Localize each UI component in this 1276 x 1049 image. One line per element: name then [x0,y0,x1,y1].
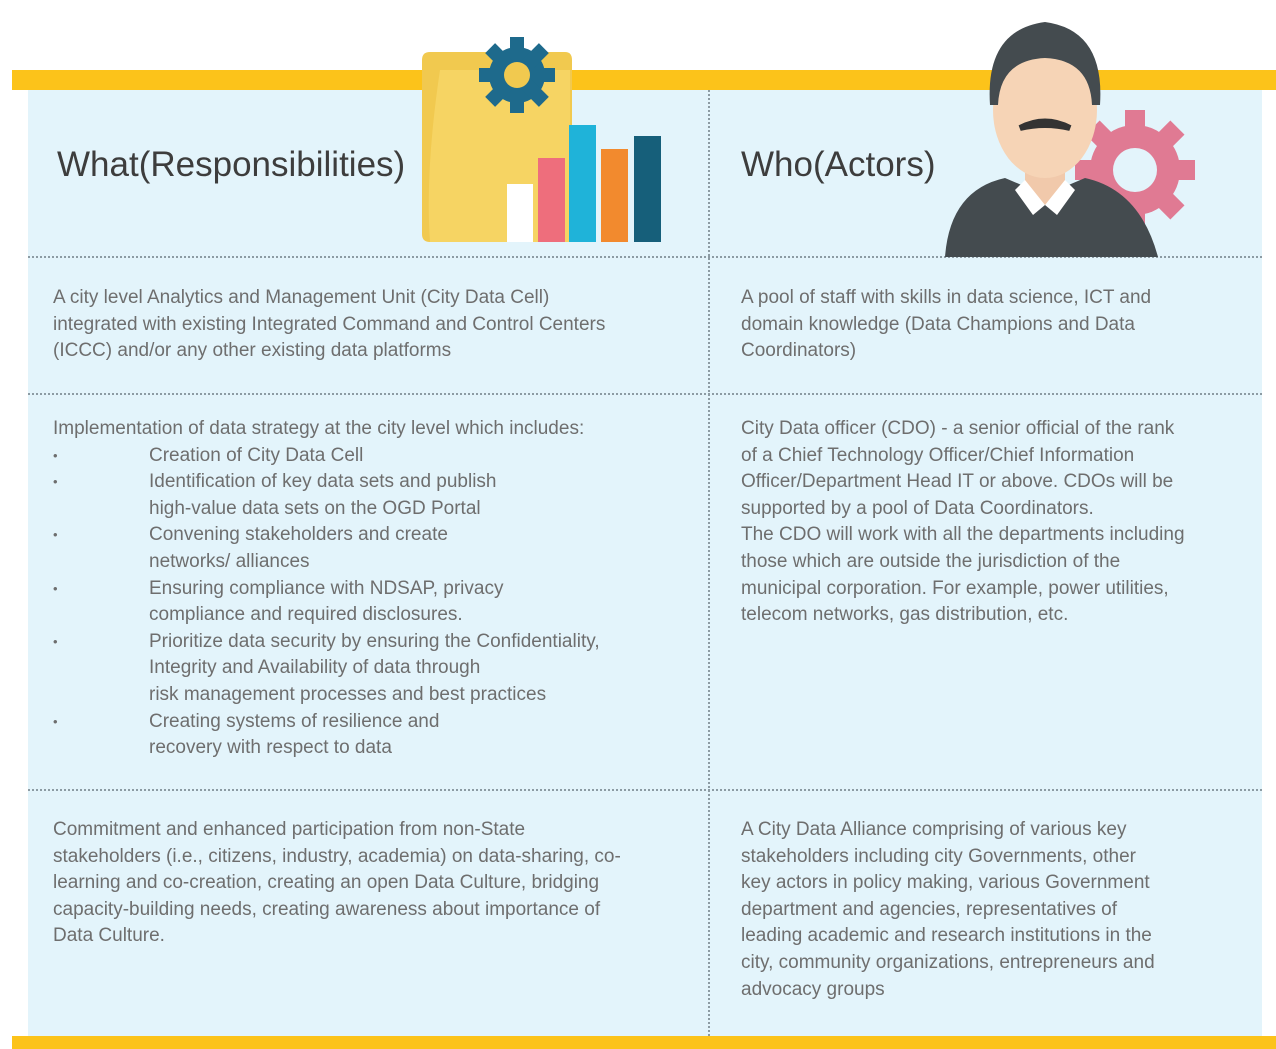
bullet-item: Ensuring compliance with NDSAP, privacy c… [53,576,600,629]
text-line: supported by a pool of Data Coordinators… [741,497,1094,519]
text-line: of a Chief Technology Officer/Chief Info… [741,444,1135,466]
bullet-line: networks/ alliances [149,550,310,572]
who-cell: City Data officer (CDO) - a senior offic… [741,416,1185,629]
bullet-line: Prioritize data security by ensuring the… [149,630,600,652]
text-line: department and agencies, representatives… [741,898,1118,920]
bullet-line: Creating systems of resilience and [149,710,440,732]
text-line: learning and co-creation, creating an op… [53,872,600,894]
row-divider [28,393,1262,395]
text-line: A pool of staff with skills in data scie… [741,287,1152,308]
top-bar [12,70,1276,90]
heading-line: (Responsibilities) [138,145,406,184]
bullet-line: compliance and required disclosures. [149,604,463,626]
who-cell: A pool of staff with skills in data scie… [741,285,1151,365]
text-line: The CDO will work with all the departmen… [741,524,1185,546]
heading-line: Who [741,145,813,184]
text-line: domain knowledge (Data Champions and Dat… [741,313,1135,335]
folder-illustration [422,37,661,242]
bullet-item: Creating systems of resilience and recove… [53,709,600,762]
text-line: City Data officer (CDO) - a senior offic… [741,418,1175,439]
row-divider [28,256,1262,258]
bottom-bar [12,1036,1276,1049]
bullet-line: risk management processes and best pract… [149,683,547,705]
text-line: stakeholders including city Governments,… [741,845,1136,867]
what-cell: A city level Analytics and Management Un… [53,285,605,365]
text-line: Commitment and enhanced participation fr… [53,819,526,840]
heading-line: What [57,145,139,184]
bullet-item: Identification of key data sets and publ… [53,469,600,522]
who-cell: A City Data Alliance comprising of vario… [741,817,1155,1003]
text-line: those which are outside the jurisdiction… [741,550,1121,572]
what-cell: Commitment and enhanced participation fr… [53,817,621,950]
text-line: municipal corporation. For example, powe… [741,577,1169,599]
bullet-line: Creation of City Data Cell [149,444,364,466]
bullet-item: Convening stakeholders and create network… [53,522,600,575]
column-divider [708,90,710,1036]
bullet-line: Identification of key data sets and publ… [149,471,497,493]
text-line: A City Data Alliance comprising of vario… [741,819,1127,840]
bullet-item: Creation of City Data Cell [53,443,600,470]
bullet-line: Convening stakeholders and create [149,524,448,546]
bullet-line: recovery with respect to data [149,737,392,759]
text-line: Data Culture. [53,925,165,947]
text-line: Officer/Department Head IT or above. CDO… [741,471,1174,493]
heading-line: (Actors) [812,145,936,184]
bullet-line: Ensuring compliance with NDSAP, privacy [149,577,504,599]
what-cell: Implementation of data strategy at the c… [53,416,600,762]
text-line: Coordinators) [741,340,857,362]
text-line: telecom networks, gas distribution, etc. [741,604,1069,626]
text-line: stakeholders (i.e., citizens, industry, … [53,845,621,867]
who-heading: Who(Actors) [741,143,935,186]
text-line: city, community organizations, entrepren… [741,951,1155,973]
person-illustration [945,22,1195,257]
bullet-item: Prioritize data security by ensuring the… [53,629,600,709]
what-heading: What(Responsibilities) [57,143,405,186]
bullet-line: high-value data sets on the OGD Portal [149,497,481,519]
text-line: (ICCC) and/or any other existing data pl… [53,340,452,362]
text-line: A city level Analytics and Management Un… [53,287,550,308]
text-line: leading academic and research institutio… [741,925,1152,947]
row-divider [28,789,1262,791]
text-line: integrated with existing Integrated Comm… [53,313,606,335]
bullet-line: Integrity and Availability of data throu… [149,657,481,679]
text-line: advocacy groups [741,978,885,1000]
text-line: Implementation of data strategy at the c… [53,418,585,439]
text-line: capacity-building needs, creating awaren… [53,898,601,920]
text-line: key actors in policy making, various Gov… [741,872,1150,894]
